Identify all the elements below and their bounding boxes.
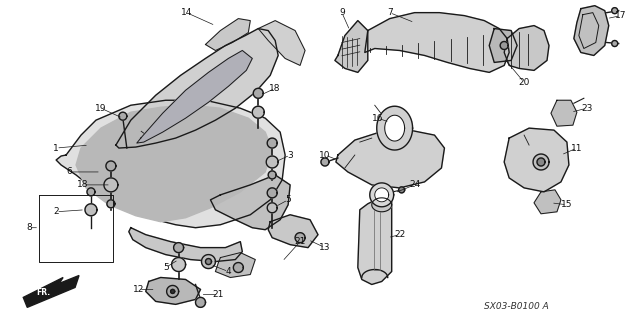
- Polygon shape: [375, 188, 389, 202]
- Polygon shape: [195, 297, 205, 307]
- Polygon shape: [233, 262, 243, 273]
- Polygon shape: [167, 285, 179, 297]
- Text: 6: 6: [66, 167, 72, 176]
- Polygon shape: [266, 156, 278, 168]
- Polygon shape: [365, 13, 509, 72]
- Text: 5: 5: [163, 263, 169, 272]
- Polygon shape: [399, 187, 404, 193]
- Polygon shape: [370, 183, 394, 207]
- Text: 14: 14: [181, 8, 192, 17]
- Text: 19: 19: [95, 104, 107, 113]
- Polygon shape: [500, 42, 508, 50]
- Polygon shape: [574, 6, 609, 55]
- Polygon shape: [252, 106, 264, 118]
- Polygon shape: [216, 252, 256, 277]
- Polygon shape: [56, 100, 285, 228]
- Text: 21: 21: [213, 290, 224, 299]
- Polygon shape: [205, 19, 250, 51]
- Polygon shape: [377, 106, 413, 150]
- Polygon shape: [385, 115, 404, 141]
- Polygon shape: [258, 20, 305, 65]
- Polygon shape: [146, 277, 200, 304]
- Text: 20: 20: [519, 78, 530, 87]
- Text: 7: 7: [387, 8, 392, 17]
- Polygon shape: [23, 276, 79, 307]
- Polygon shape: [336, 130, 444, 188]
- Polygon shape: [335, 20, 368, 72]
- Polygon shape: [85, 204, 97, 216]
- Text: SX03-B0100 A: SX03-B0100 A: [484, 302, 549, 311]
- Polygon shape: [268, 171, 276, 179]
- Text: 18: 18: [77, 180, 89, 189]
- Text: 1: 1: [53, 144, 59, 153]
- Polygon shape: [76, 105, 272, 222]
- Polygon shape: [202, 255, 216, 268]
- Polygon shape: [534, 190, 561, 214]
- Polygon shape: [254, 88, 263, 98]
- Text: 3: 3: [287, 150, 293, 160]
- Polygon shape: [119, 112, 127, 120]
- Polygon shape: [107, 200, 115, 208]
- Text: 8: 8: [27, 223, 32, 232]
- Polygon shape: [551, 100, 577, 126]
- Polygon shape: [268, 215, 318, 248]
- Text: 5: 5: [285, 195, 291, 204]
- Text: 22: 22: [394, 230, 405, 239]
- Text: 15: 15: [561, 200, 573, 209]
- Polygon shape: [489, 28, 517, 62]
- Text: 18: 18: [269, 84, 281, 93]
- Polygon shape: [87, 188, 95, 196]
- Text: FR.: FR.: [36, 288, 50, 297]
- Text: 11: 11: [571, 144, 583, 153]
- Text: 17: 17: [615, 11, 626, 20]
- Text: 16: 16: [372, 114, 384, 123]
- Polygon shape: [116, 28, 278, 148]
- Polygon shape: [267, 203, 277, 213]
- Polygon shape: [358, 198, 392, 284]
- Polygon shape: [129, 228, 242, 261]
- Text: 24: 24: [409, 180, 420, 189]
- Text: 13: 13: [319, 243, 331, 252]
- Polygon shape: [205, 259, 212, 265]
- Polygon shape: [104, 178, 118, 192]
- Polygon shape: [533, 154, 549, 170]
- Polygon shape: [504, 128, 569, 192]
- Polygon shape: [295, 233, 305, 243]
- Polygon shape: [537, 158, 545, 166]
- Polygon shape: [321, 158, 329, 166]
- Text: 4: 4: [226, 267, 231, 276]
- Polygon shape: [174, 243, 184, 252]
- Polygon shape: [137, 51, 252, 143]
- Polygon shape: [106, 161, 116, 171]
- Polygon shape: [504, 26, 549, 70]
- Polygon shape: [267, 138, 277, 148]
- Text: 2: 2: [53, 207, 59, 216]
- Text: 21: 21: [294, 237, 306, 246]
- Polygon shape: [362, 269, 388, 277]
- Polygon shape: [210, 175, 290, 230]
- Polygon shape: [267, 188, 277, 198]
- Polygon shape: [612, 41, 618, 46]
- Text: 23: 23: [581, 104, 593, 113]
- Polygon shape: [172, 258, 186, 271]
- Text: 9: 9: [339, 8, 345, 17]
- Polygon shape: [612, 8, 618, 14]
- Text: 10: 10: [319, 150, 331, 160]
- Text: 12: 12: [133, 285, 145, 294]
- Polygon shape: [171, 289, 174, 293]
- Polygon shape: [372, 198, 392, 212]
